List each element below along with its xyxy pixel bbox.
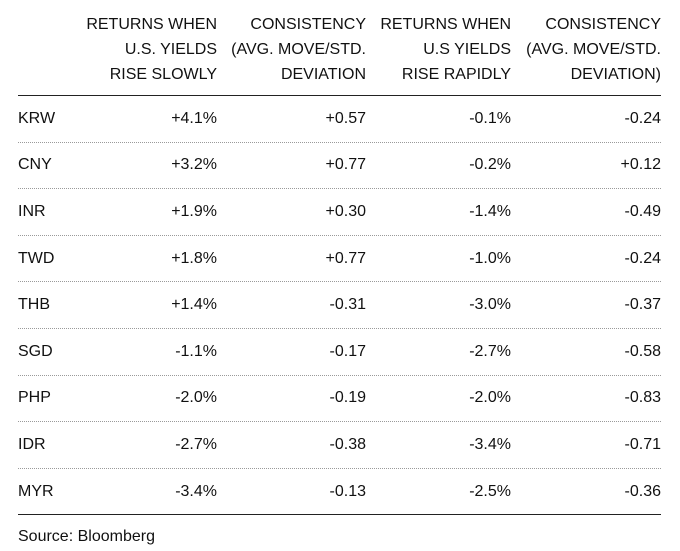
cell-currency: CNY <box>18 156 52 174</box>
cell-consistency-rapid: -0.36 <box>624 482 661 500</box>
header-returns-rapid: RETURNS WHEN U.S YIELDS RISE RAPIDLY <box>380 16 511 83</box>
cell-consistency-rapid: -0.24 <box>624 109 661 127</box>
table-row: IDR -2.7% -0.38 -3.4% -0.71 <box>18 422 661 469</box>
table-header: RETURNS WHEN U.S. YIELDS RISE SLOWLY CON… <box>18 10 661 96</box>
cell-consistency-slow: +0.77 <box>325 249 366 267</box>
cell-returns-rapid: -3.0% <box>469 296 511 314</box>
data-table: RETURNS WHEN U.S. YIELDS RISE SLOWLY CON… <box>18 10 661 516</box>
cell-currency: THB <box>18 296 50 314</box>
table-row: MYR -3.4% -0.13 -2.5% -0.36 <box>18 469 661 516</box>
table-row: TWD +1.8% +0.77 -1.0% -0.24 <box>18 236 661 283</box>
cell-consistency-rapid: -0.24 <box>624 249 661 267</box>
cell-returns-rapid: -2.5% <box>469 482 511 500</box>
cell-consistency-slow: +0.57 <box>325 109 366 127</box>
cell-currency: IDR <box>18 435 46 453</box>
cell-consistency-slow: -0.31 <box>329 296 366 314</box>
cell-returns-slow: +4.1% <box>171 109 217 127</box>
cell-returns-slow: -3.4% <box>175 482 217 500</box>
cell-returns-slow: -1.1% <box>175 342 217 360</box>
table-row: INR +1.9% +0.30 -1.4% -0.49 <box>18 189 661 236</box>
table-body: KRW +4.1% +0.57 -0.1% -0.24 CNY +3.2% +0.77 -0.2… <box>18 96 661 516</box>
cell-consistency-slow: +0.77 <box>325 156 366 174</box>
header-consistency-slow: CONSISTENCY (AVG. MOVE/STD. DEVIATION <box>231 16 366 83</box>
cell-consistency-slow: +0.30 <box>325 202 366 220</box>
cell-consistency-rapid: -0.71 <box>624 435 661 453</box>
cell-consistency-slow: -0.17 <box>329 342 366 360</box>
header-consistency-rapid: CONSISTENCY (AVG. MOVE/STD. DEVIATION) <box>526 16 661 83</box>
table-row: THB +1.4% -0.31 -3.0% -0.37 <box>18 282 661 329</box>
cell-returns-rapid: -3.4% <box>469 435 511 453</box>
cell-currency: INR <box>18 202 46 220</box>
cell-currency: MYR <box>18 482 54 500</box>
cell-returns-rapid: -1.4% <box>469 202 511 220</box>
cell-consistency-slow: -0.13 <box>329 482 366 500</box>
cell-returns-slow: -2.0% <box>175 389 217 407</box>
header-currency <box>18 10 70 95</box>
table-row: SGD -1.1% -0.17 -2.7% -0.58 <box>18 329 661 376</box>
cell-returns-rapid: -0.2% <box>469 156 511 174</box>
cell-consistency-rapid: +0.12 <box>620 156 661 174</box>
cell-returns-rapid: -0.1% <box>469 109 511 127</box>
cell-consistency-slow: -0.19 <box>329 389 366 407</box>
cell-currency: TWD <box>18 249 55 267</box>
cell-consistency-rapid: -0.49 <box>624 202 661 220</box>
cell-returns-rapid: -2.0% <box>469 389 511 407</box>
source-note: Source: Bloomberg <box>18 528 155 545</box>
table-row: CNY +3.2% +0.77 -0.2% +0.12 <box>18 143 661 190</box>
cell-returns-slow: +1.9% <box>171 202 217 220</box>
table-row: PHP -2.0% -0.19 -2.0% -0.83 <box>18 376 661 423</box>
cell-returns-rapid: -1.0% <box>469 249 511 267</box>
header-returns-slow: RETURNS WHEN U.S. YIELDS RISE SLOWLY <box>86 16 217 83</box>
cell-currency: KRW <box>18 109 56 127</box>
cell-consistency-rapid: -0.58 <box>624 342 661 360</box>
cell-consistency-slow: -0.38 <box>329 435 366 453</box>
cell-consistency-rapid: -0.83 <box>624 389 661 407</box>
cell-returns-rapid: -2.7% <box>469 342 511 360</box>
cell-consistency-rapid: -0.37 <box>624 296 661 314</box>
cell-returns-slow: -2.7% <box>175 435 217 453</box>
cell-returns-slow: +1.4% <box>171 296 217 314</box>
cell-returns-slow: +1.8% <box>171 249 217 267</box>
cell-returns-slow: +3.2% <box>171 156 217 174</box>
cell-currency: PHP <box>18 389 51 407</box>
table-row: KRW +4.1% +0.57 -0.1% -0.24 <box>18 96 661 143</box>
cell-currency: SGD <box>18 342 53 360</box>
